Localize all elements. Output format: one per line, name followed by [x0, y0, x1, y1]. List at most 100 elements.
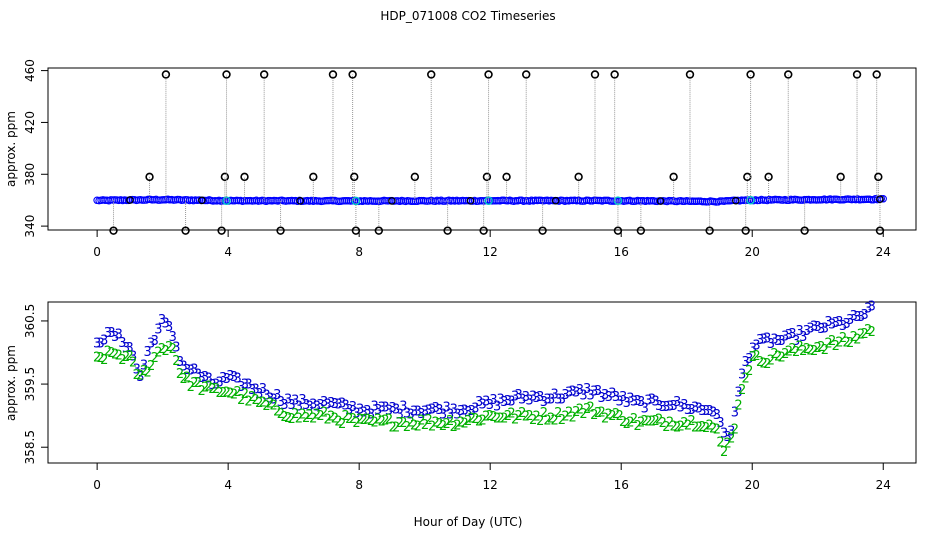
series-marker: 2	[507, 406, 515, 421]
series-marker: 2	[529, 413, 537, 428]
series-marker: 3	[669, 399, 677, 414]
series-marker: 2	[601, 412, 609, 427]
series-marker: 2	[417, 413, 425, 428]
series-marker: 2	[104, 344, 112, 359]
x-tick-label: 20	[745, 245, 760, 259]
series-marker: 2	[306, 408, 314, 423]
series-marker: 2	[450, 420, 458, 435]
series-marker: 2	[853, 333, 861, 348]
y-tick-label: 380	[23, 163, 37, 186]
series-marker: 2	[349, 412, 357, 427]
series-marker: 3	[446, 408, 454, 423]
series-marker: 2	[244, 395, 252, 410]
series-marker: 2	[169, 342, 177, 357]
spike-point	[482, 172, 492, 182]
series-marker: 3	[442, 400, 450, 415]
series-marker: 2	[677, 420, 685, 435]
series-marker: 3	[533, 391, 541, 406]
series-marker: 3	[158, 313, 166, 328]
series-marker: 2	[734, 399, 742, 414]
series-marker: 2	[259, 395, 267, 410]
series-marker: 3	[306, 400, 314, 415]
series-marker: 2	[226, 387, 234, 402]
spike-point	[610, 70, 619, 79]
series-marker: 3	[763, 332, 771, 347]
series-marker: 2	[93, 351, 101, 366]
series-marker: 2	[842, 336, 850, 351]
series-marker: 3	[414, 404, 422, 419]
series-marker: 3	[583, 382, 591, 397]
flag-point	[388, 197, 396, 205]
series-marker: 2	[327, 409, 335, 424]
x-tick-label: 12	[483, 478, 498, 492]
series-marker: 2	[421, 418, 429, 433]
x-tick-label: 8	[355, 478, 363, 492]
series-marker: 2	[158, 342, 166, 357]
series-marker: 3	[651, 395, 659, 410]
spike-point	[240, 172, 249, 182]
series-marker: 2	[115, 349, 123, 364]
series-marker: 2	[857, 327, 865, 342]
series-marker: 2	[662, 420, 670, 435]
spike-point	[259, 70, 269, 79]
series-marker: 2	[774, 349, 782, 364]
y-tick-label: 340	[23, 215, 37, 238]
spike-point	[875, 226, 885, 235]
series-marker: 2	[302, 411, 310, 426]
series-marker: 3	[262, 389, 270, 404]
series-marker: 3	[125, 341, 133, 356]
series-marker: 2	[324, 412, 332, 427]
y-axis-label: approx. ppm	[4, 345, 18, 421]
cal-point	[222, 196, 231, 205]
series-marker: 2	[705, 419, 713, 434]
series-marker: 2	[143, 366, 151, 381]
series-marker: 3	[569, 385, 577, 400]
series-marker: 3	[450, 403, 458, 418]
series-marker: 3	[695, 402, 703, 417]
series-marker: 3	[824, 315, 832, 330]
series-2: 2222222222222222222222222222222222222222…	[93, 323, 876, 460]
series-marker: 3	[367, 408, 375, 423]
series-marker: 3	[248, 383, 256, 398]
series-3: 3333333333333333333333333333333333333333…	[93, 300, 876, 445]
series-marker: 2	[388, 420, 396, 435]
series-marker: 2	[201, 381, 209, 396]
series-marker: 3	[291, 394, 299, 409]
series-marker: 3	[724, 430, 732, 445]
series-marker: 3	[115, 328, 123, 343]
series-marker: 3	[129, 349, 137, 364]
series-marker: 3	[749, 342, 757, 357]
series-marker: 3	[233, 371, 241, 386]
series-marker: 3	[659, 400, 667, 415]
series-marker: 2	[273, 405, 281, 420]
series-marker: 3	[666, 400, 674, 415]
series-marker: 3	[255, 387, 263, 402]
series-marker: 2	[374, 413, 382, 428]
spike-point	[348, 70, 357, 79]
series-marker: 3	[179, 359, 187, 374]
spike-point	[685, 70, 695, 79]
series-marker: 2	[403, 420, 411, 435]
series-marker: 2	[363, 413, 371, 428]
series-marker: 3	[853, 310, 861, 325]
series-marker: 2	[763, 357, 771, 372]
series-marker: 3	[194, 368, 202, 383]
series-marker: 3	[760, 332, 768, 347]
series-marker: 3	[378, 401, 386, 416]
series-marker: 2	[172, 354, 180, 369]
x-axis-label: Hour of Day (UTC)	[413, 515, 523, 529]
series-marker: 3	[511, 390, 519, 405]
series-marker: 2	[424, 413, 432, 428]
series-marker: 3	[133, 362, 141, 377]
series-marker: 3	[363, 404, 371, 419]
series-marker: 2	[392, 420, 400, 435]
series-marker: 3	[385, 404, 393, 419]
series-marker: 2	[482, 410, 490, 425]
spike-point	[764, 172, 773, 182]
series-marker: 3	[767, 337, 775, 352]
series-marker: 3	[277, 395, 285, 410]
series-marker: 3	[266, 392, 274, 407]
series-marker: 2	[406, 416, 414, 431]
series-marker: 2	[468, 412, 476, 427]
series-marker: 3	[716, 416, 724, 431]
